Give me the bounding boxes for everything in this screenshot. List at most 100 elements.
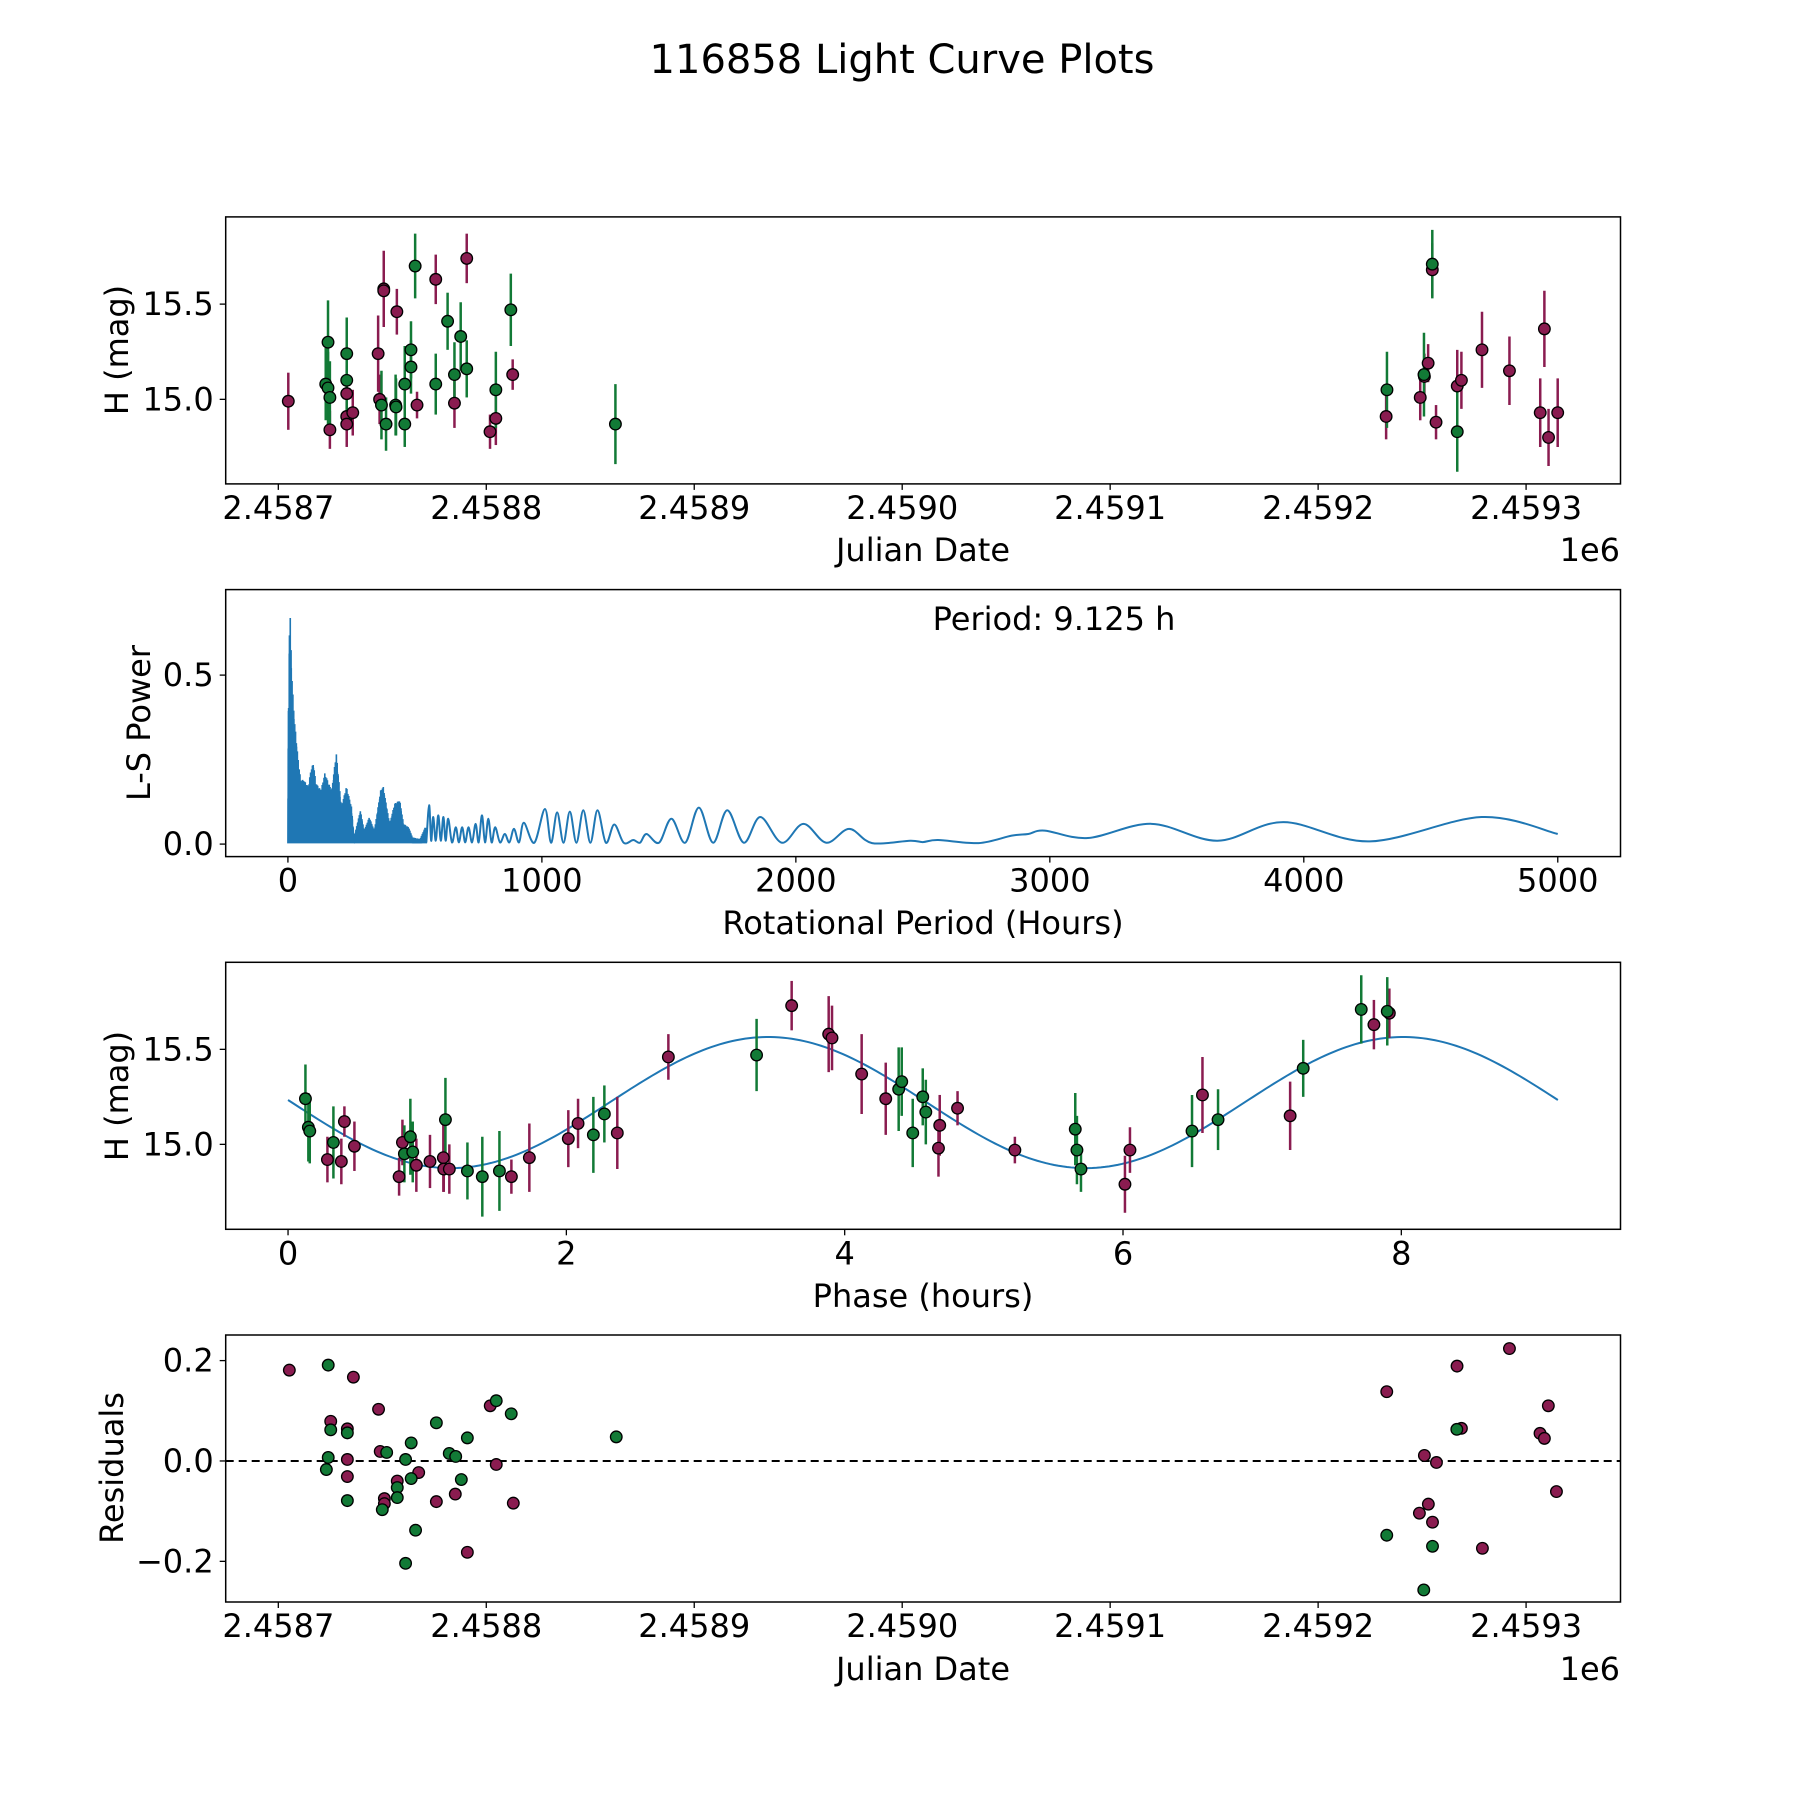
y-tick-label: −0.2: [136, 1542, 214, 1580]
data-point: [1380, 1528, 1394, 1542]
data-point: [460, 1431, 474, 1445]
data-point: [1454, 373, 1468, 387]
data-point: [380, 1445, 394, 1459]
data-point: [340, 1470, 354, 1483]
data-point: [340, 1494, 354, 1508]
data-point: [404, 1472, 418, 1485]
data-point: [379, 417, 393, 431]
period-annotation: Period: 9.125 h: [933, 600, 1176, 638]
x-tick-label: 2: [556, 1234, 576, 1272]
data-point: [1380, 383, 1394, 397]
data-point: [448, 1487, 462, 1501]
data-point: [1367, 1018, 1381, 1032]
y-tick-label: 0.2: [163, 1342, 214, 1380]
x-tick-label: 3000: [1009, 862, 1090, 900]
data-point: [321, 1451, 335, 1464]
x-tick-label: 2.4593: [1470, 1607, 1582, 1645]
x-tick-label: 2.4591: [1054, 1607, 1166, 1645]
x-tick-label: 2.4592: [1262, 1607, 1374, 1645]
data-point: [1502, 364, 1516, 378]
data-point: [1537, 322, 1551, 336]
x-offset-text: 1e6: [1560, 1650, 1620, 1688]
x-tick-label: 1000: [501, 862, 582, 900]
data-point: [337, 1115, 351, 1128]
data-point: [1425, 257, 1439, 271]
y-tick-label: 15.0: [142, 380, 213, 418]
data-point: [408, 259, 422, 273]
data-point: [1380, 1385, 1394, 1399]
data-point: [932, 1141, 945, 1155]
data-point: [436, 1151, 450, 1165]
x-tick-label: 2.4588: [430, 1607, 542, 1645]
data-point: [1450, 1422, 1464, 1436]
data-point: [371, 347, 385, 361]
data-point: [346, 406, 360, 420]
data-point: [1412, 1506, 1426, 1520]
x-tick-label: 2.4587: [222, 489, 334, 527]
data-point: [1211, 1113, 1225, 1127]
data-point: [1417, 1583, 1431, 1597]
x-tick-label: 2.4588: [430, 489, 542, 527]
data-point: [825, 1031, 839, 1045]
data-point: [441, 314, 455, 328]
data-point: [855, 1067, 869, 1081]
x-tick-label: 2.4587: [222, 1607, 334, 1645]
data-point: [340, 1426, 354, 1440]
data-point: [1196, 1088, 1209, 1102]
data-point: [504, 1407, 518, 1421]
x-tick-label: 2.4593: [1470, 489, 1582, 527]
data-point: [390, 305, 404, 319]
data-point: [404, 1436, 418, 1450]
data-point: [324, 1423, 338, 1437]
data-point: [448, 368, 461, 382]
data-point: [504, 303, 518, 317]
data-point: [489, 1458, 503, 1471]
data-point: [320, 1153, 334, 1167]
x-axis-label: Phase (hours): [813, 1277, 1034, 1315]
periodogram-smooth-line: [425, 804, 1558, 845]
data-point: [1475, 1541, 1489, 1555]
data-point: [442, 1162, 456, 1176]
y-axis-label: Residuals: [93, 1392, 131, 1544]
y-axis-label: H (mag): [98, 1031, 136, 1161]
x-tick-label: 2.4591: [1054, 489, 1166, 527]
x-tick-label: 2.4589: [638, 1607, 750, 1645]
data-point: [1413, 390, 1427, 404]
data-point: [785, 999, 799, 1013]
data-point: [492, 1164, 506, 1178]
data-point: [522, 1151, 536, 1165]
data-point: [1551, 406, 1565, 420]
data-point: [879, 1092, 893, 1106]
x-tick-label: 5000: [1517, 862, 1598, 900]
data-point: [608, 417, 622, 431]
x-tick-label: 4: [835, 1234, 855, 1272]
data-point: [326, 1136, 340, 1149]
data-point: [281, 394, 295, 408]
axes-frame: [224, 1334, 1622, 1603]
x-tick-label: 2.4590: [846, 489, 958, 527]
data-point: [1296, 1061, 1310, 1075]
data-point: [906, 1126, 920, 1140]
data-point: [489, 411, 503, 425]
data-point: [460, 1545, 474, 1559]
x-tick-label: 8: [1391, 1234, 1411, 1272]
data-point: [1475, 343, 1489, 357]
data-point: [1070, 1143, 1084, 1157]
data-point: [1549, 1485, 1563, 1499]
data-point: [390, 1491, 404, 1505]
data-point: [319, 1463, 333, 1476]
data-point: [404, 360, 418, 374]
data-point: [1417, 1449, 1431, 1462]
y-tick-label: 15.0: [142, 1125, 213, 1163]
data-point: [321, 335, 335, 349]
data-layer: [282, 1342, 1563, 1597]
data-point: [483, 425, 497, 439]
data-point: [951, 1101, 964, 1115]
data-point: [303, 1124, 317, 1138]
data-point: [597, 1107, 611, 1121]
data-point: [404, 343, 418, 357]
data-point: [610, 1126, 624, 1140]
x-axis-label: Rotational Period (Hours): [722, 904, 1123, 942]
data-point: [340, 373, 354, 387]
